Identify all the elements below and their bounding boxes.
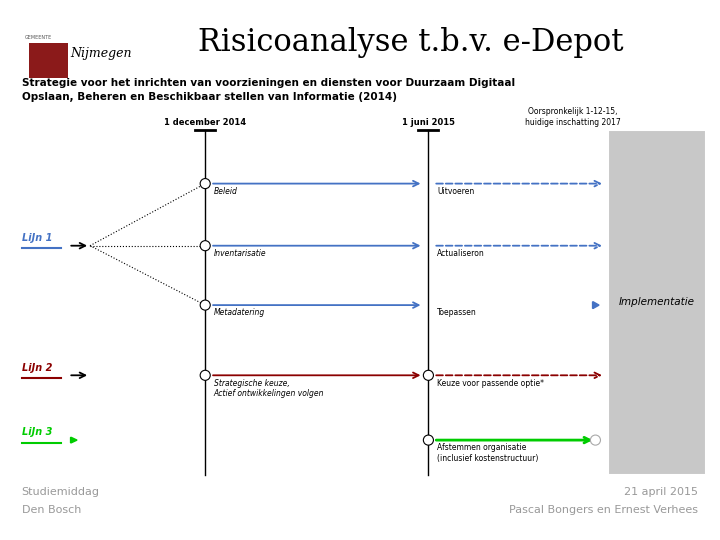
Bar <box>608 130 706 475</box>
FancyArrow shape <box>71 437 77 443</box>
Text: Toepassen: Toepassen <box>437 308 477 318</box>
Text: Afstemmen organisatie
(inclusief kostenstructuur): Afstemmen organisatie (inclusief kostens… <box>437 443 539 463</box>
Text: Strategie voor het inrichten van voorzieningen en diensten voor Duurzaam Digitaa: Strategie voor het inrichten van voorzie… <box>22 78 515 89</box>
Text: Metadatering: Metadatering <box>214 308 265 318</box>
Text: Strategische keuze,
Actief ontwikkelingen volgen: Strategische keuze, Actief ontwikkelinge… <box>214 379 324 398</box>
Text: Pascal Bongers en Ernest Verhees: Pascal Bongers en Ernest Verhees <box>510 505 698 515</box>
Text: Oorspronkelijk 1-12-15,
huidige inschatting 2017: Oorspronkelijk 1-12-15, huidige inschatt… <box>525 107 620 127</box>
Ellipse shape <box>423 370 433 380</box>
Text: Risicoanalyse t.b.v. e-Depot: Risicoanalyse t.b.v. e-Depot <box>198 27 623 58</box>
Text: GEMEENTE: GEMEENTE <box>25 35 53 40</box>
Text: LiJn 1: LiJn 1 <box>22 233 52 243</box>
Text: 1 juni 2015: 1 juni 2015 <box>402 118 455 127</box>
Ellipse shape <box>200 300 210 310</box>
Ellipse shape <box>200 370 210 380</box>
Text: Beleid: Beleid <box>214 187 238 196</box>
Ellipse shape <box>590 435 600 445</box>
FancyArrow shape <box>593 302 599 308</box>
Text: Den Bosch: Den Bosch <box>22 505 81 515</box>
Ellipse shape <box>200 241 210 251</box>
Text: Studiemiddag: Studiemiddag <box>22 487 99 497</box>
Text: LiJn 2: LiJn 2 <box>22 362 52 373</box>
Text: 21 april 2015: 21 april 2015 <box>624 487 698 497</box>
Text: Keuze voor passende optie*: Keuze voor passende optie* <box>437 379 544 388</box>
Text: Uitvoeren: Uitvoeren <box>437 187 474 196</box>
Text: Opslaan, Beheren en Beschikbaar stellen van Informatie (2014): Opslaan, Beheren en Beschikbaar stellen … <box>22 92 397 102</box>
Text: Implementatie: Implementatie <box>619 298 695 307</box>
Text: Actualiseron: Actualiseron <box>437 249 485 258</box>
Text: Nijmegen: Nijmegen <box>71 48 132 60</box>
Text: Inventarisatie: Inventarisatie <box>214 249 266 258</box>
Text: LiJn 3: LiJn 3 <box>22 427 52 437</box>
Bar <box>29 43 68 78</box>
Text: 1 december 2014: 1 december 2014 <box>164 118 246 127</box>
Ellipse shape <box>423 435 433 445</box>
Ellipse shape <box>200 179 210 188</box>
